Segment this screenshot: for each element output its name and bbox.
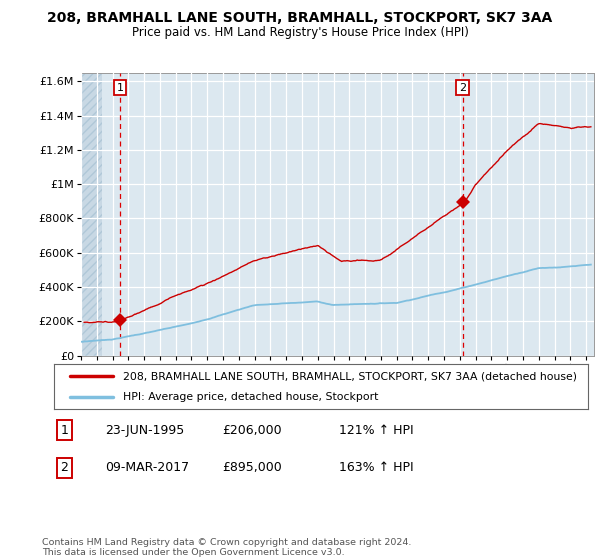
- Bar: [81, 73, 101, 356]
- Text: 163% ↑ HPI: 163% ↑ HPI: [339, 461, 413, 474]
- Text: £206,000: £206,000: [222, 423, 281, 437]
- Text: Contains HM Land Registry data © Crown copyright and database right 2024.
This d: Contains HM Land Registry data © Crown c…: [42, 538, 412, 557]
- Text: 2: 2: [459, 83, 466, 93]
- Text: 208, BRAMHALL LANE SOUTH, BRAMHALL, STOCKPORT, SK7 3AA (detached house): 208, BRAMHALL LANE SOUTH, BRAMHALL, STOC…: [124, 371, 577, 381]
- Text: £895,000: £895,000: [222, 461, 282, 474]
- Text: 23-JUN-1995: 23-JUN-1995: [105, 423, 184, 437]
- Text: 2: 2: [60, 461, 68, 474]
- Text: 208, BRAMHALL LANE SOUTH, BRAMHALL, STOCKPORT, SK7 3AA: 208, BRAMHALL LANE SOUTH, BRAMHALL, STOC…: [47, 11, 553, 25]
- Text: 121% ↑ HPI: 121% ↑ HPI: [339, 423, 413, 437]
- Text: 09-MAR-2017: 09-MAR-2017: [105, 461, 189, 474]
- Text: HPI: Average price, detached house, Stockport: HPI: Average price, detached house, Stoc…: [124, 391, 379, 402]
- Text: Price paid vs. HM Land Registry's House Price Index (HPI): Price paid vs. HM Land Registry's House …: [131, 26, 469, 39]
- Text: 1: 1: [60, 423, 68, 437]
- Text: 1: 1: [116, 83, 124, 93]
